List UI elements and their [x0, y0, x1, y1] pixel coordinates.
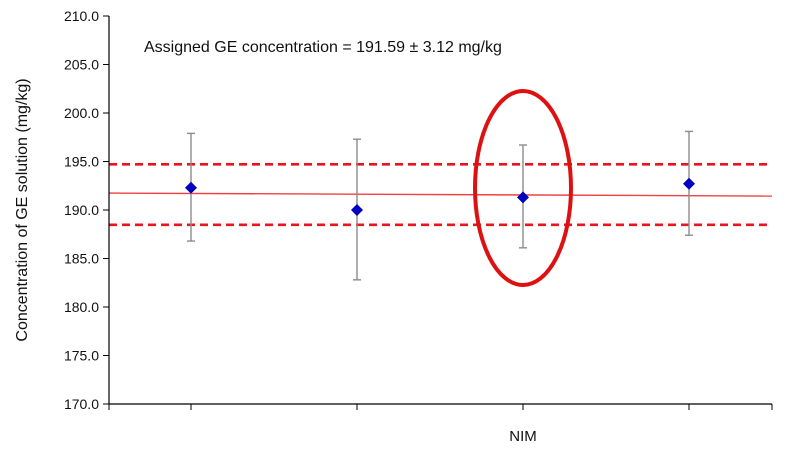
y-tick-label: 180.0: [64, 299, 99, 315]
y-tick-label: 200.0: [64, 105, 99, 121]
data-point: [351, 204, 363, 216]
error-bars: [187, 130, 693, 281]
data-point: [517, 191, 529, 204]
y-tick-label: 205.0: [64, 57, 99, 73]
y-tick-label: 170.0: [64, 396, 99, 412]
data-point: [185, 181, 197, 194]
x-tick-label: NIM: [509, 428, 537, 445]
x-tick-labels: NIM: [509, 428, 537, 445]
y-axis-title: Concentration of GE solution (mg/kg): [14, 78, 31, 341]
y-tick-label: 185.0: [64, 251, 99, 267]
y-tick-label: 210.0: [64, 8, 99, 24]
data-point: [683, 177, 695, 190]
axes: [103, 15, 773, 410]
highlight-ellipse: [473, 89, 573, 287]
y-tick-label: 190.0: [64, 202, 99, 218]
assigned-concentration-annotation: Assigned GE concentration = 191.59 ± 3.1…: [144, 39, 502, 56]
assigned-value-line: [108, 192, 773, 197]
y-tick-label: 175.0: [64, 348, 99, 364]
y-tick-labels: 170.0 175.0 180.0 185.0 190.0 195.0 200.0 205.0…: [64, 8, 99, 412]
uncertainty-limit-lines: [109, 163, 772, 227]
data-markers: [185, 177, 695, 216]
y-tick-label: 195.0: [64, 154, 99, 170]
